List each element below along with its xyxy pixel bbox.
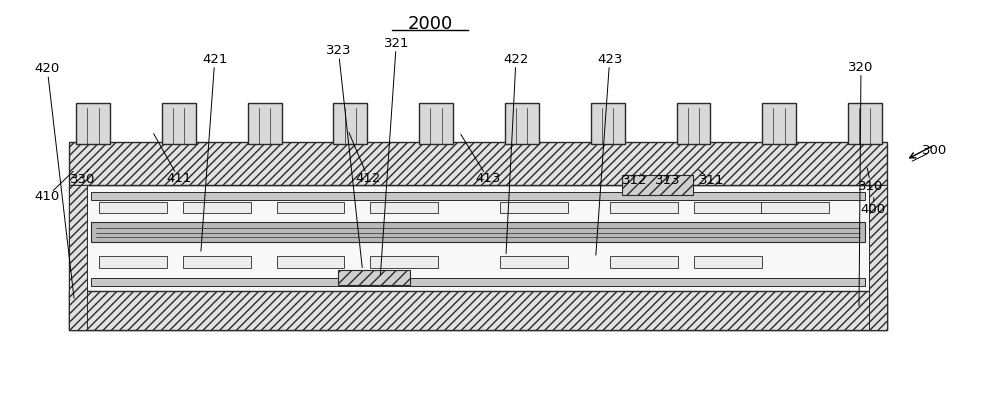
Bar	[622, 175, 693, 195]
Bar	[869, 185, 887, 330]
Bar	[183, 256, 251, 268]
Text: 422: 422	[503, 53, 529, 66]
Text: 411: 411	[166, 172, 192, 185]
Bar	[277, 256, 344, 268]
Bar	[76, 103, 110, 144]
Bar	[99, 202, 167, 214]
Bar	[677, 103, 710, 144]
Bar	[610, 202, 678, 214]
Text: 2000: 2000	[408, 15, 453, 33]
Text: 312: 312	[622, 174, 647, 187]
Bar	[69, 142, 887, 185]
Text: 412: 412	[356, 172, 381, 185]
Text: 311: 311	[699, 174, 724, 187]
Bar	[500, 256, 568, 268]
Text: 300: 300	[922, 143, 947, 156]
Text: 413: 413	[475, 172, 501, 185]
Bar	[248, 103, 282, 144]
Bar	[370, 202, 438, 214]
Bar	[99, 256, 167, 268]
Bar	[610, 256, 678, 268]
Bar	[762, 103, 796, 144]
Text: 313: 313	[655, 174, 680, 187]
Bar	[338, 270, 410, 284]
Bar	[370, 256, 438, 268]
Bar	[91, 222, 865, 242]
Bar	[91, 279, 865, 286]
Bar	[591, 103, 625, 144]
Bar	[69, 185, 887, 330]
Text: 420: 420	[35, 62, 60, 75]
Bar	[500, 202, 568, 214]
Bar	[761, 202, 829, 214]
Bar	[162, 103, 196, 144]
Text: 410: 410	[35, 190, 60, 203]
Bar	[69, 291, 887, 330]
Bar	[91, 192, 865, 200]
Bar	[183, 202, 251, 214]
Bar	[419, 103, 453, 144]
Bar	[694, 256, 762, 268]
Text: 320: 320	[848, 61, 874, 74]
Bar	[333, 103, 367, 144]
Text: 321: 321	[384, 37, 409, 50]
Text: 400: 400	[860, 203, 886, 216]
Text: 310: 310	[858, 180, 884, 193]
Bar	[277, 202, 344, 214]
Bar	[69, 185, 87, 330]
Text: 423: 423	[597, 53, 622, 66]
Text: 330: 330	[70, 173, 96, 186]
Bar	[848, 103, 882, 144]
Bar	[694, 202, 762, 214]
Text: 421: 421	[202, 53, 227, 66]
Text: 323: 323	[326, 44, 351, 57]
Bar	[505, 103, 539, 144]
